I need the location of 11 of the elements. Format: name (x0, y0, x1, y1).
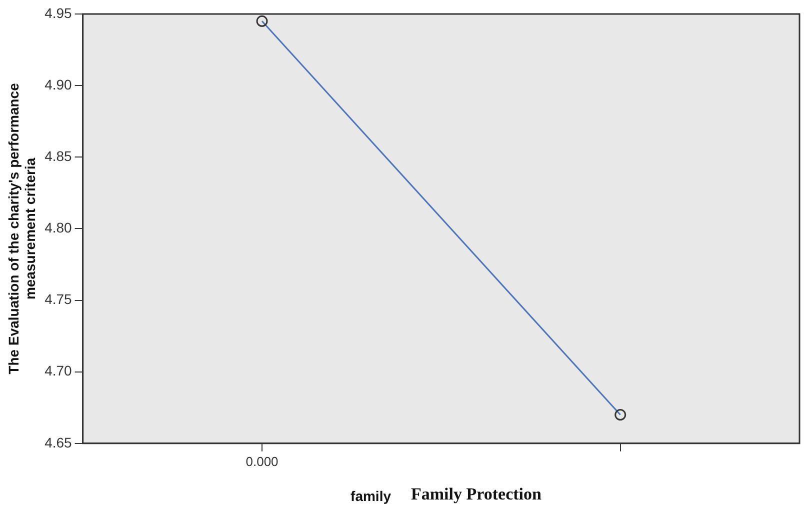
y-tick-label: 4.70 (44, 362, 72, 379)
y-tick-label: 4.85 (44, 148, 72, 164)
y-tick-label: 4.65 (44, 434, 72, 450)
text: Family Protection (411, 484, 542, 504)
x-tick-label: 0.000 (246, 454, 278, 469)
y-tick-label: 4.95 (44, 4, 72, 21)
y-tick-label: 4.75 (44, 291, 72, 308)
y-tick-label: 4.90 (44, 76, 72, 92)
x-axis-title: family (350, 488, 392, 504)
y-axis-title: The Evaluation of the charity's performance measurement criteria (5, 82, 38, 374)
y-tick-label: 4.80 (44, 220, 72, 236)
